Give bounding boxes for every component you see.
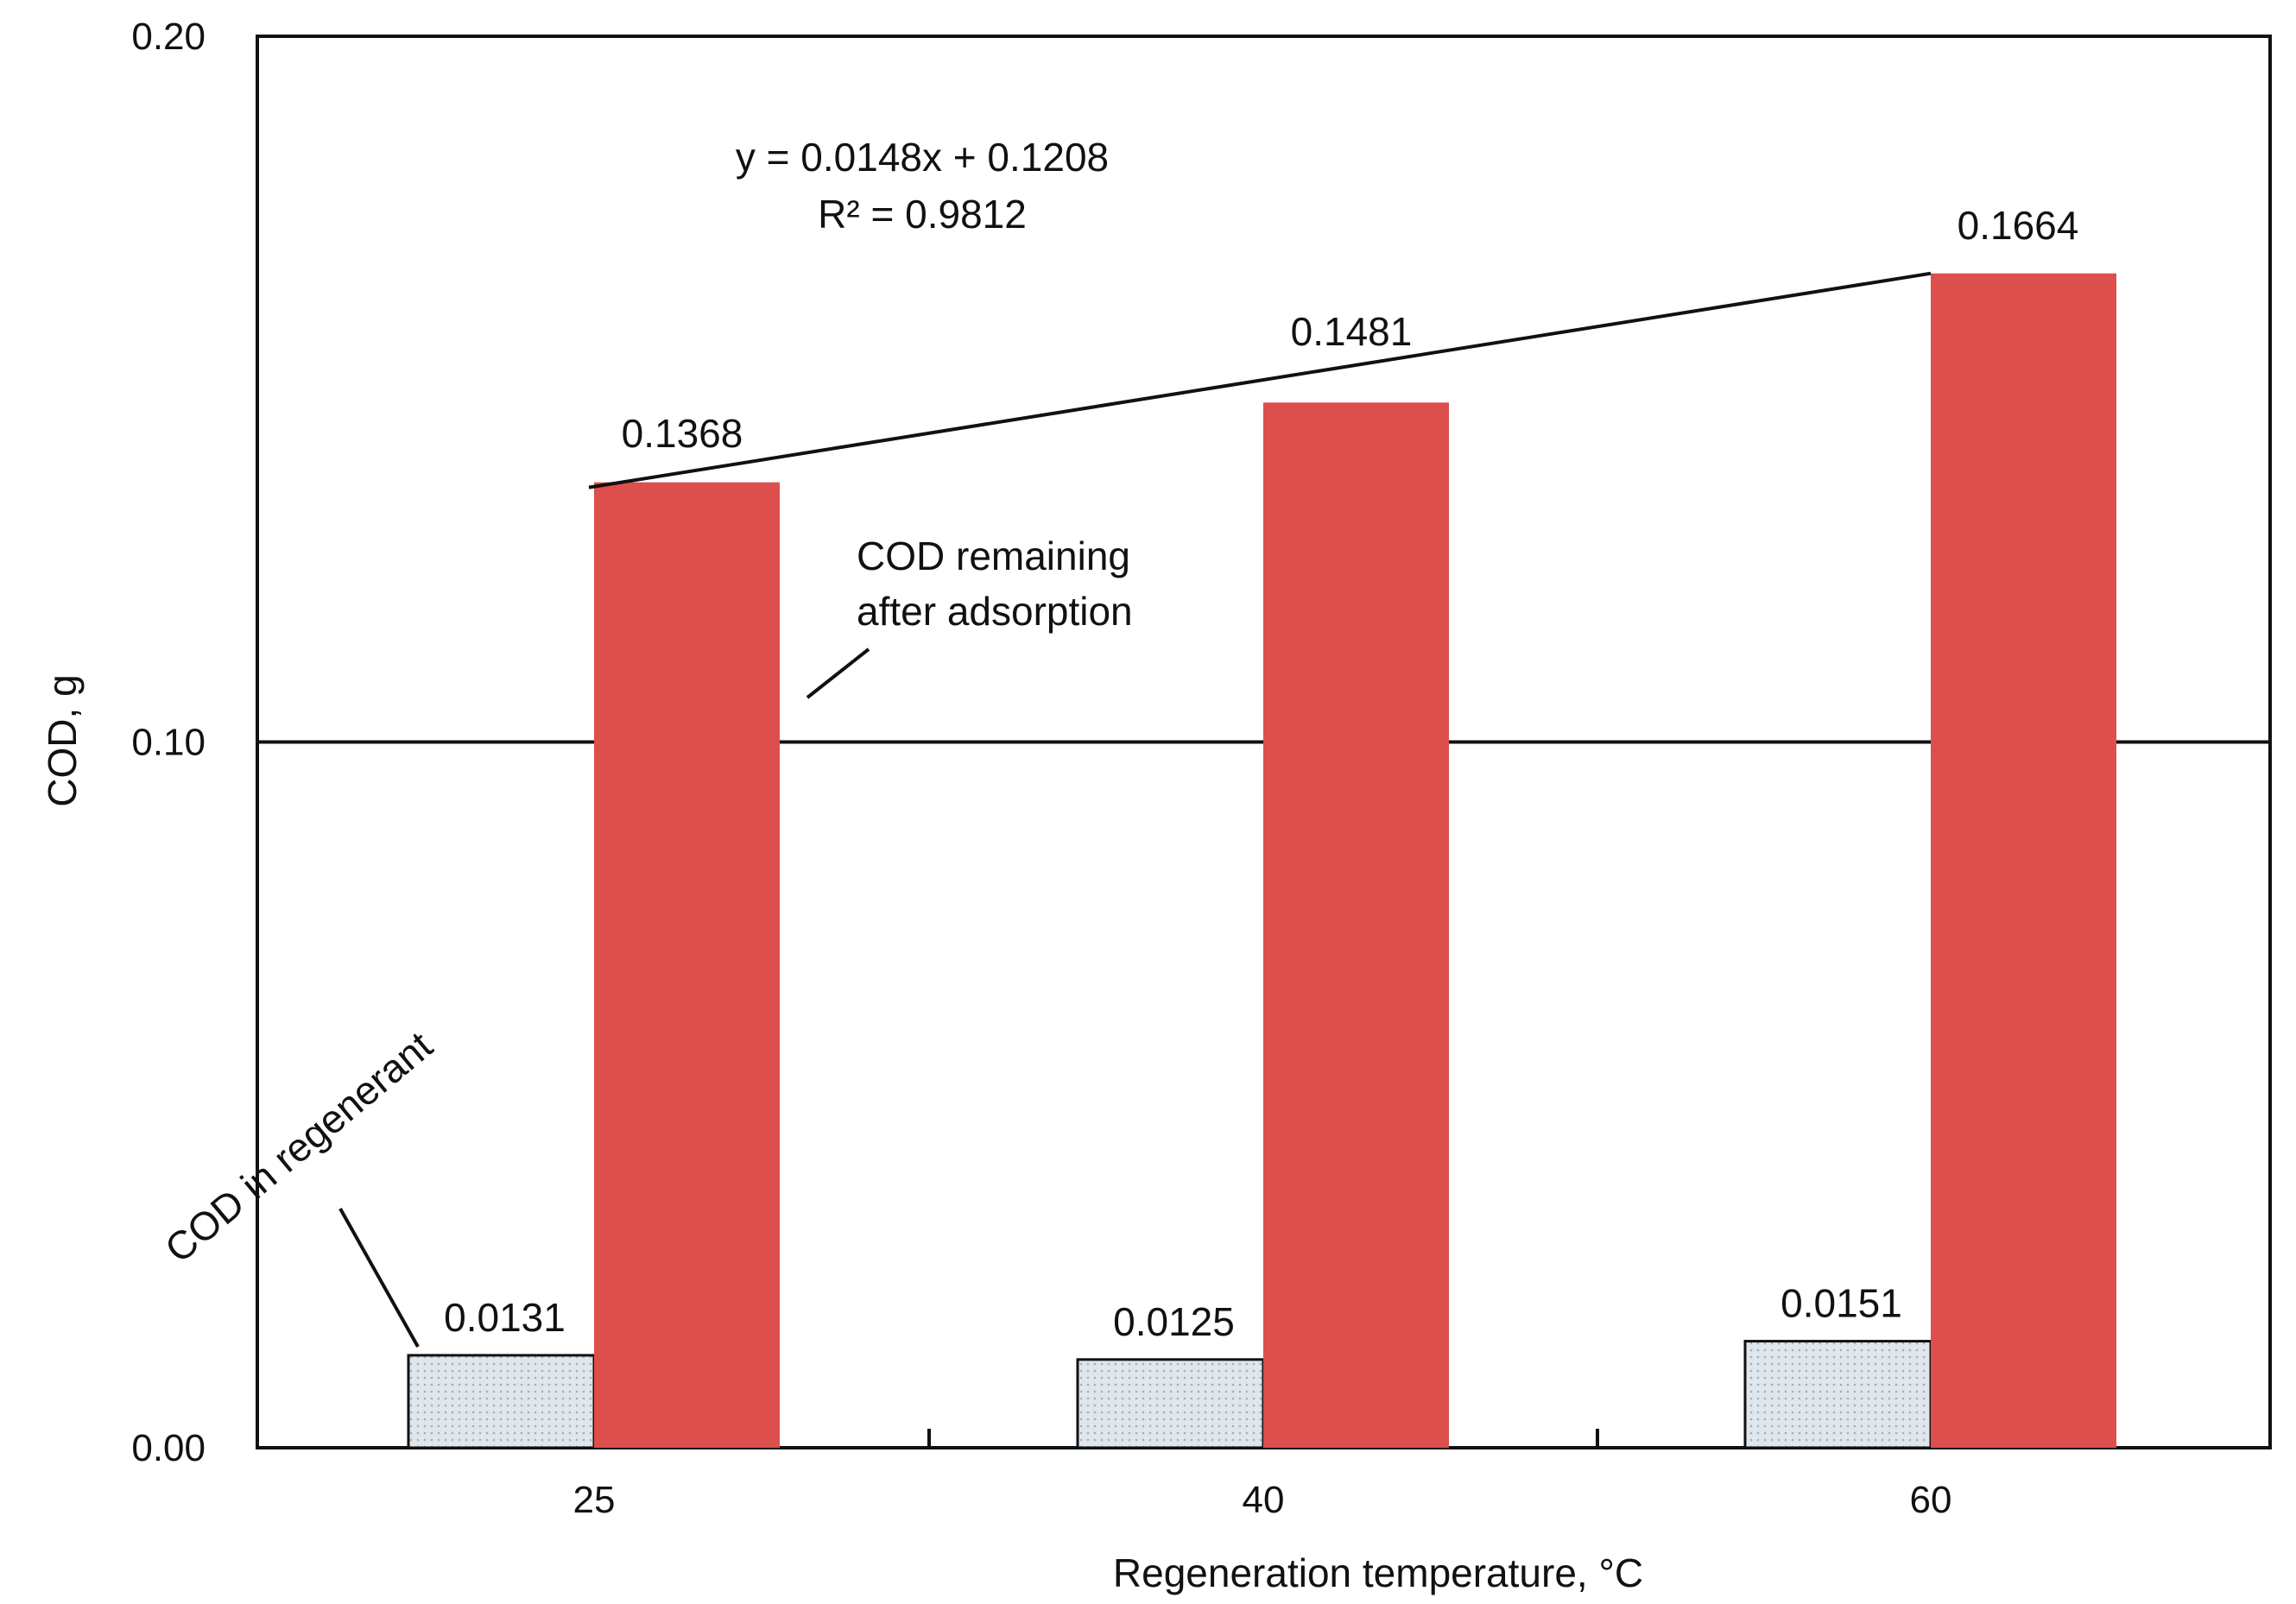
bar-cod-remaining bbox=[1931, 273, 2116, 1449]
callout-remaining-line2: after adsorption bbox=[857, 589, 1133, 634]
y-tick-label: 0.00 bbox=[131, 1427, 206, 1469]
callout-regenerant-leader bbox=[338, 1208, 420, 1348]
trend-equation: y = 0.0148x + 0.1208 bbox=[736, 135, 1109, 180]
x-tick-label: 60 bbox=[1910, 1479, 1952, 1521]
data-label-regenerant: 0.0131 bbox=[444, 1295, 566, 1340]
data-label-remaining: 0.1368 bbox=[622, 411, 743, 456]
y-axis-title: COD, g bbox=[40, 674, 85, 806]
callout-regenerant: COD in regenerant bbox=[156, 1023, 440, 1272]
x-tick-label: 25 bbox=[573, 1479, 616, 1521]
callout-remaining-leader bbox=[806, 647, 870, 699]
callout-remaining-line1: COD remaining bbox=[857, 534, 1130, 578]
data-label-remaining: 0.1664 bbox=[1958, 203, 2079, 248]
bar-cod-remaining bbox=[1263, 402, 1449, 1449]
bar-cod-remaining bbox=[594, 482, 780, 1449]
trendline bbox=[588, 271, 1932, 489]
data-label-regenerant: 0.0151 bbox=[1781, 1281, 1902, 1326]
bar-cod-in-regenerant bbox=[1743, 1340, 1932, 1449]
data-label-regenerant: 0.0125 bbox=[1113, 1299, 1235, 1344]
y-tick-label: 0.20 bbox=[131, 16, 206, 58]
x-axis-title: Regeneration temperature, °C bbox=[1113, 1550, 1643, 1595]
data-label-remaining: 0.1481 bbox=[1291, 309, 1413, 354]
y-tick-label: 0.10 bbox=[131, 722, 206, 764]
bar-cod-in-regenerant bbox=[407, 1354, 596, 1449]
trend-r-squared: R² = 0.9812 bbox=[818, 192, 1027, 237]
x-tick-label: 40 bbox=[1243, 1479, 1285, 1521]
bar-cod-in-regenerant bbox=[1076, 1358, 1265, 1449]
